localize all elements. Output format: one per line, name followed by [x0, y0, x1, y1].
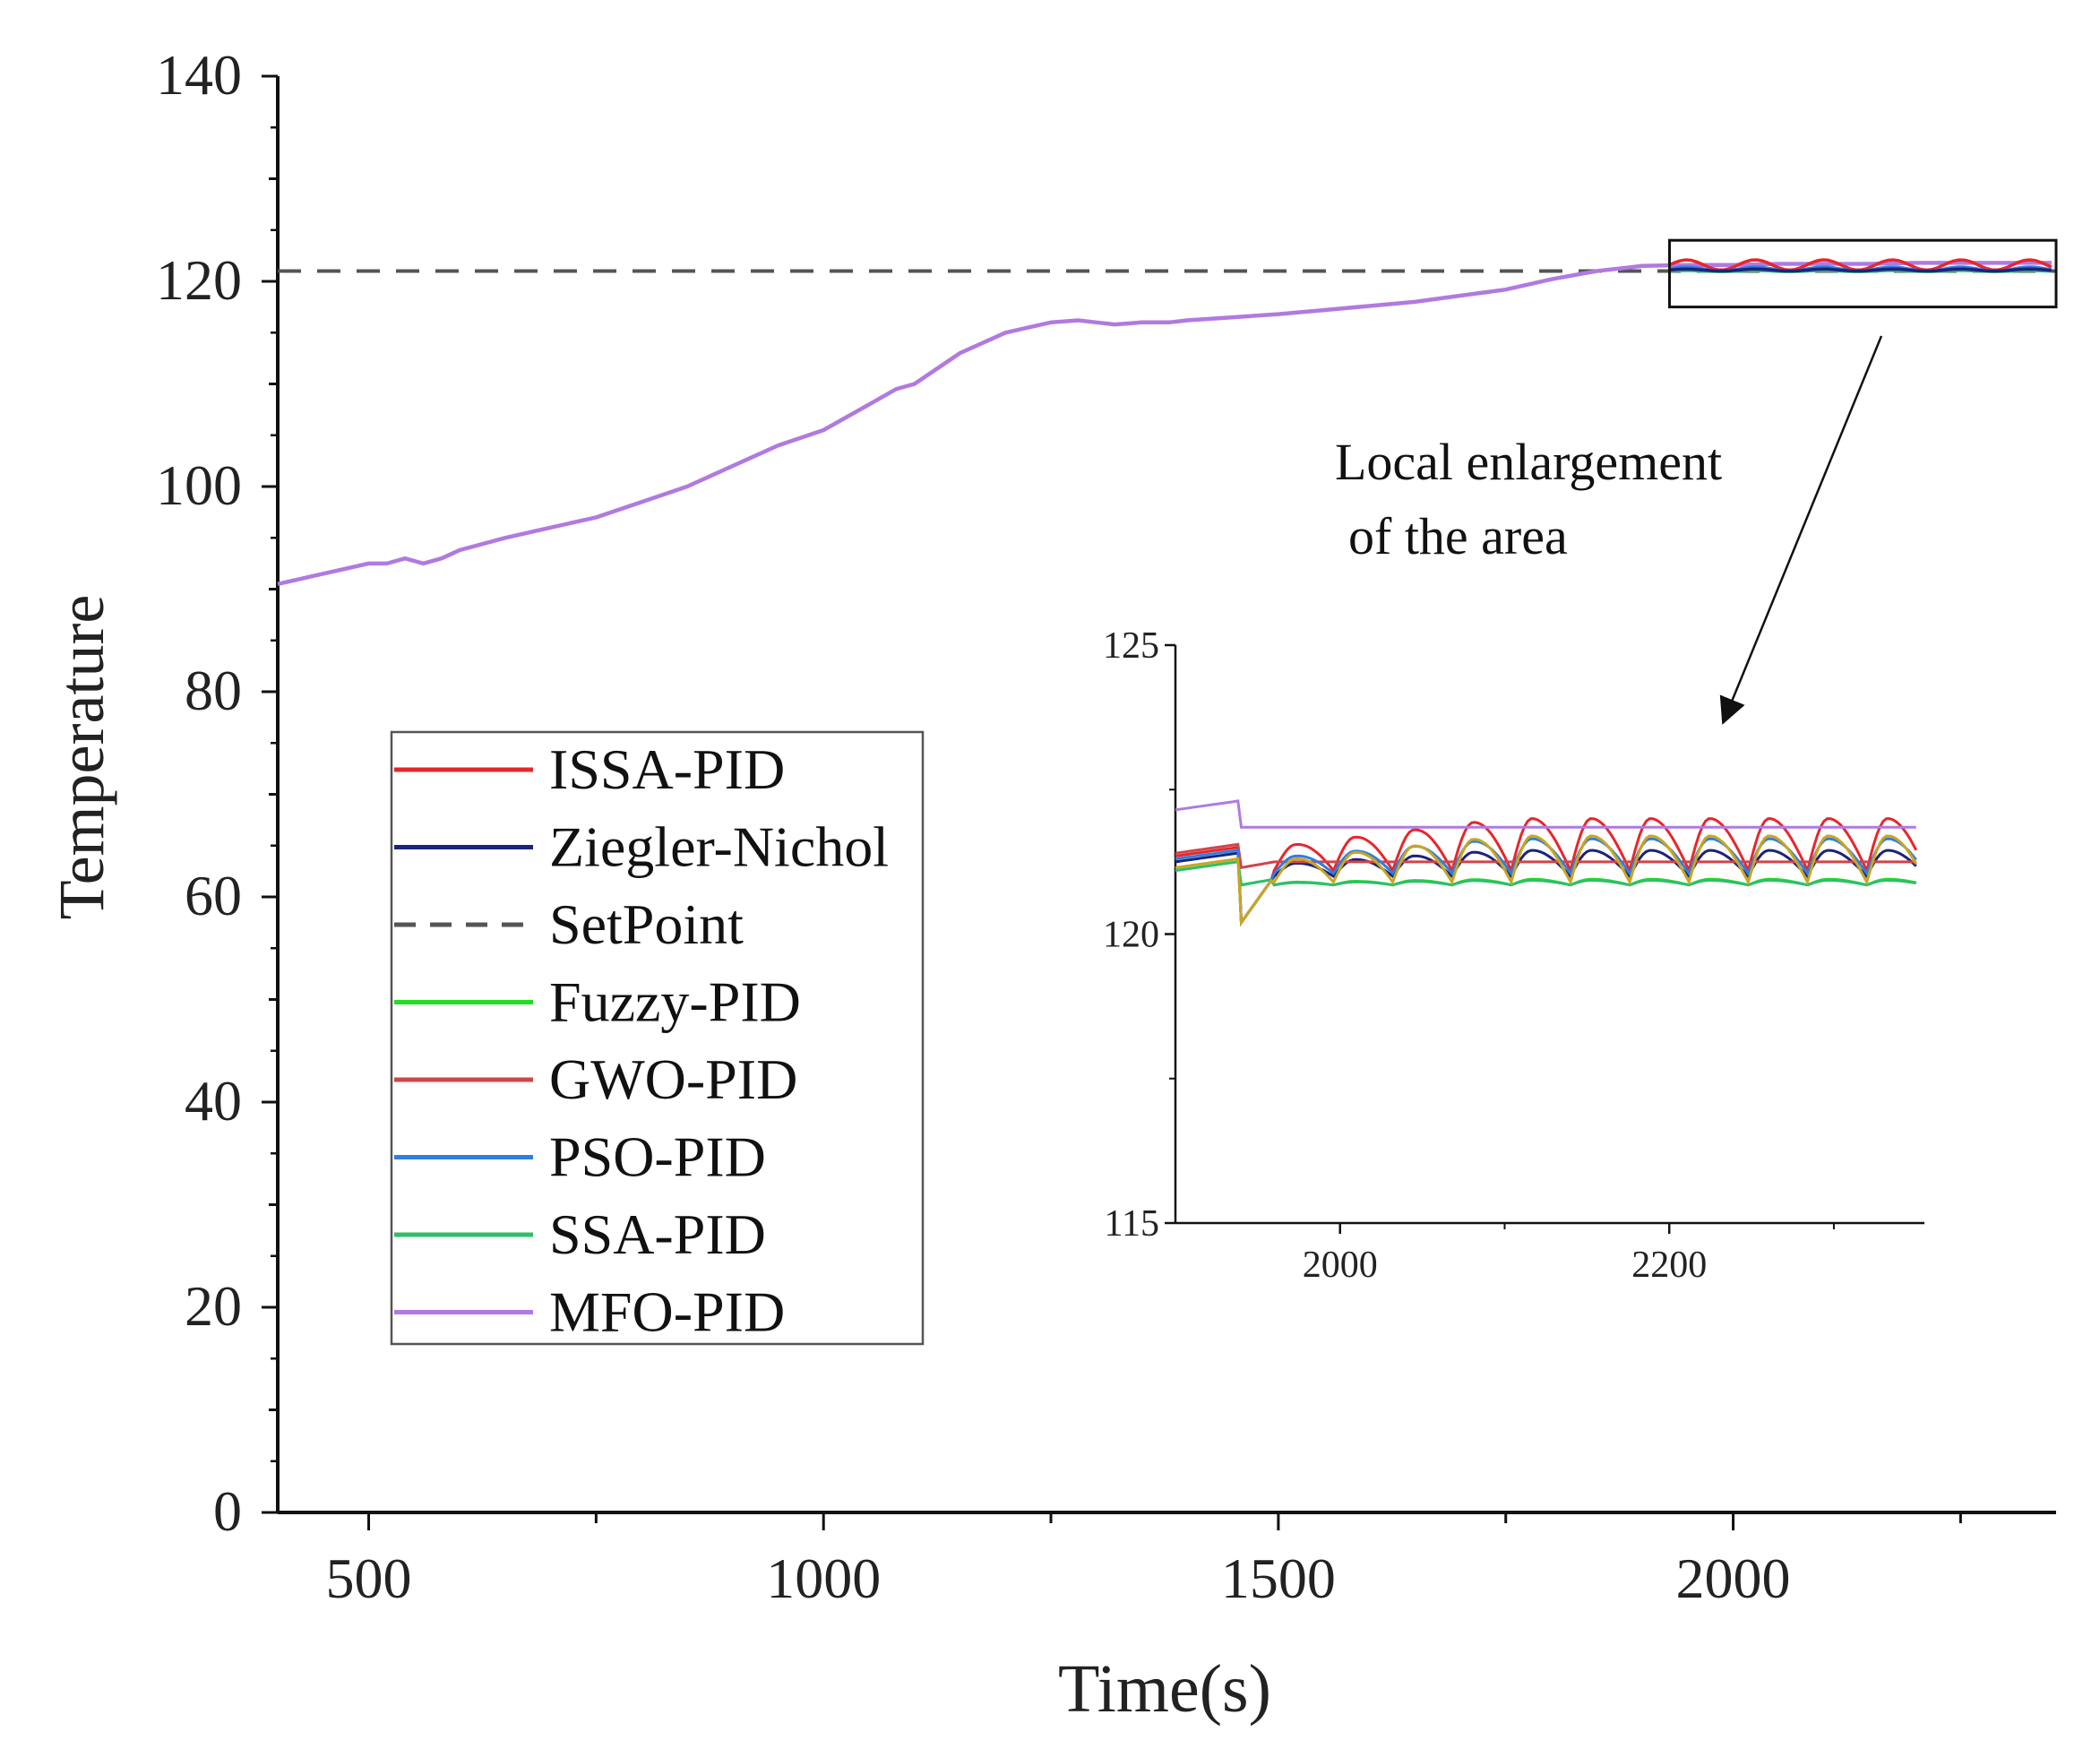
legend-label-pso-pid: PSO-PID: [549, 1125, 766, 1189]
legend-label-issa-pid: ISSA-PID: [549, 737, 785, 801]
y-tick-label: 80: [185, 659, 242, 722]
legend-label-mfo-pid: MFO-PID: [549, 1280, 785, 1344]
inset-series-ssa-pid-line: [1175, 859, 1917, 887]
main-axes: 0 20 40 60 80 100 120 140 500 1000 1500 2000: [156, 43, 2058, 1610]
zoom-region-box: [1667, 238, 2058, 309]
legend-label-fuzzy-pid: Fuzzy-PID: [549, 970, 801, 1034]
inset-y-tick-label: 125: [1103, 625, 1159, 667]
inset-y-tick-label: 115: [1105, 1203, 1159, 1245]
inset-zoom-plot: 115 120 125 2000 2200: [1103, 625, 1924, 1286]
x-tick-label: 1500: [1221, 1547, 1336, 1610]
legend-label-gwo-pid: GWO-PID: [549, 1047, 797, 1111]
inset-x-tick-label: 2000: [1303, 1245, 1378, 1286]
y-tick-label: 100: [156, 453, 242, 517]
legend-label-ziegler-nichol: Ziegler-Nichol: [549, 815, 889, 879]
y-tick-label: 0: [213, 1479, 242, 1543]
legend: ISSA-PID Ziegler-Nichol SetPoint Fuzzy-PID G…: [390, 730, 925, 1346]
annotation-line2: of the area: [1348, 507, 1568, 565]
y-axis-label: Temperature: [46, 595, 117, 920]
x-tick-label: 1000: [766, 1547, 881, 1610]
legend-box: [390, 730, 925, 1346]
series-mfo-pid-line: [277, 261, 2052, 586]
x-tick-label: 2000: [1676, 1547, 1791, 1610]
inset-x-tick-label: 2200: [1631, 1245, 1707, 1286]
inset-series-mfo-pid-line: [1175, 799, 1916, 829]
annotation-arrow: [1719, 335, 1883, 725]
inset-y-tick-label: 120: [1103, 915, 1159, 956]
inset-series-unlabeled-7-line: [1175, 834, 1918, 926]
x-tick-label: 500: [326, 1547, 412, 1610]
x-axis-label: Time(s): [1058, 1651, 1271, 1727]
legend-label-setpoint: SetPoint: [549, 892, 744, 956]
inset-series-gwo-pid-line: [1175, 842, 1916, 870]
series-ziegler-nichol-line: [1669, 267, 2053, 273]
annotation-line1: Local enlargement: [1335, 433, 1722, 491]
legend-label-ssa-pid: SSA-PID: [549, 1202, 766, 1266]
y-tick-label: 40: [185, 1069, 242, 1133]
y-tick-label: 60: [185, 864, 242, 927]
y-tick-label: 120: [156, 248, 242, 312]
y-tick-label: 140: [156, 43, 242, 107]
y-tick-label: 20: [185, 1274, 242, 1338]
